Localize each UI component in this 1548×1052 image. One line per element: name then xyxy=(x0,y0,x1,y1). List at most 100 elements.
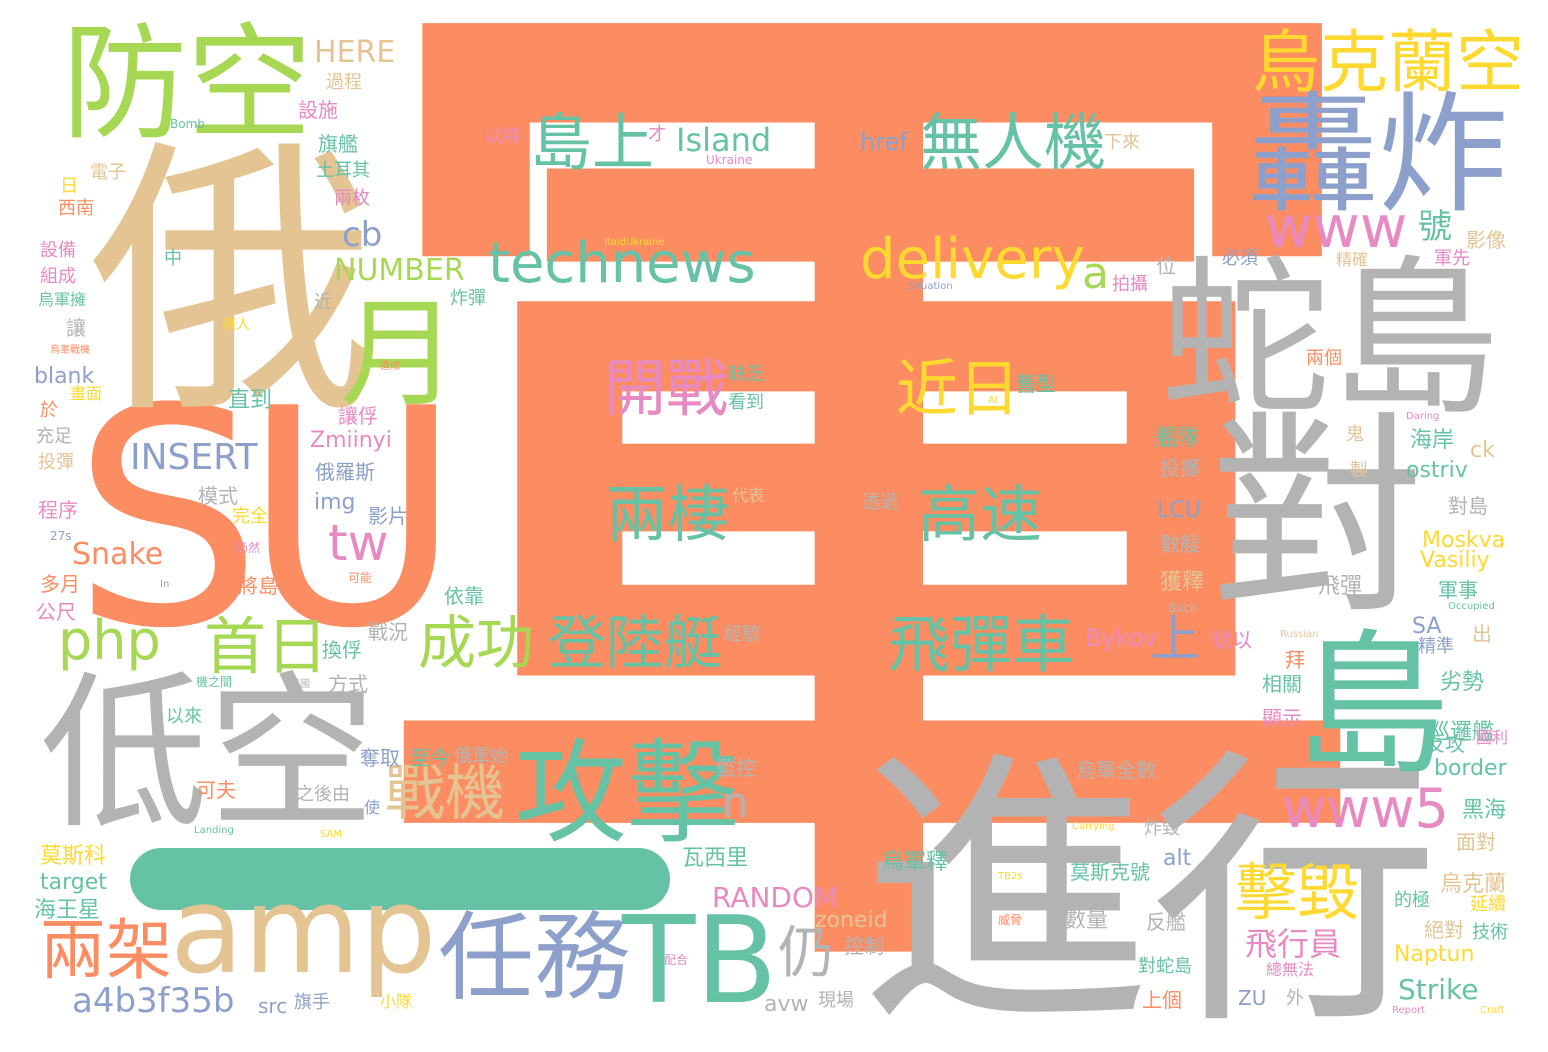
word-yilai: 以來 xyxy=(166,706,202,727)
word-eluosi: 俄羅斯 xyxy=(315,460,375,484)
word-haoyi: 號以 xyxy=(1212,628,1252,652)
word-ri: 日 xyxy=(60,176,78,197)
word-huanfu: 換俘 xyxy=(322,638,362,662)
word-tb2s: TB2s xyxy=(998,871,1023,882)
word-technews: technews xyxy=(488,231,756,296)
word-yingpian: 影片 xyxy=(368,504,408,528)
word-miandui: 面對 xyxy=(1456,830,1496,854)
word-paishe: 拍攝 xyxy=(1112,274,1148,295)
word-fanjian: 反艦 xyxy=(1146,910,1186,934)
word-landing: Landing xyxy=(194,825,234,836)
word-junshi: 軍事 xyxy=(1438,578,1478,602)
word-zhi: 製 xyxy=(1350,460,1368,481)
word-chongzu: 充足 xyxy=(36,426,72,447)
word-zhexiang: 這項 xyxy=(852,520,888,541)
word-zucheng: 組成 xyxy=(40,266,76,287)
word-island: Island xyxy=(676,121,772,159)
word-zhankuang: 戰況 xyxy=(368,620,408,644)
word-ck: ck xyxy=(1470,438,1495,463)
word-a4b3f35b: a4b3f35b xyxy=(72,981,235,1021)
word-feidanche: 飛彈車 xyxy=(888,608,1075,681)
word-jiankong: 監控 xyxy=(716,756,756,780)
word-jiuxing: 舊型 xyxy=(1016,372,1056,396)
word-dianzi: 電子 xyxy=(90,162,126,183)
word-shedao: 蛇島 xyxy=(1160,241,1501,439)
word-wai: 外 xyxy=(1286,988,1304,1009)
word-wuren: 無人 xyxy=(222,317,250,333)
word-27s: 27s xyxy=(50,529,72,543)
word-liangqi: 兩棲 xyxy=(606,478,731,551)
word-shangge: 上個 xyxy=(1142,988,1182,1012)
word-huoshi: 獲釋 xyxy=(1160,570,1205,595)
word-dao: 島 xyxy=(1295,615,1450,796)
word-xiangguan: 相關 xyxy=(1262,672,1302,696)
decorative-bar xyxy=(130,848,670,910)
word-fangshi: 方式 xyxy=(328,672,368,696)
word-cai: 才 xyxy=(648,124,666,145)
word-su: SU xyxy=(72,345,462,694)
word-tw: tw xyxy=(328,514,389,572)
word-chengxu: 程序 xyxy=(38,498,78,522)
word-www: www xyxy=(1265,193,1408,261)
word-chu: 出 xyxy=(1472,622,1492,646)
word-n: n xyxy=(722,778,749,827)
word-shuliang: 數量 xyxy=(1064,908,1109,933)
word-quefa: 缺乏 xyxy=(728,364,764,385)
word-kongzhi: 控制 xyxy=(844,934,884,958)
word-yikao: 依靠 xyxy=(444,584,484,608)
word-occupied: Occupied xyxy=(1448,601,1495,612)
word-jingque: 精確 xyxy=(1336,250,1369,269)
word-rang: 讓 xyxy=(66,316,86,340)
word-hao: 號 xyxy=(1418,207,1452,247)
word-liangge: 兩個 xyxy=(1306,348,1342,369)
word-shi: 使 xyxy=(364,798,381,817)
word-jin: 近 xyxy=(314,292,332,313)
word-number: NUMBER xyxy=(334,253,465,288)
word-jinri: 近日 xyxy=(896,352,1021,425)
word-gaosu: 高速 xyxy=(918,478,1043,551)
word-waxili: 瓦西里 xyxy=(682,846,749,871)
word-zmiinyi: Zmiinyi xyxy=(310,428,392,453)
word-in: In xyxy=(160,579,170,590)
word-dui: 對 xyxy=(1210,392,1425,643)
word-php: php xyxy=(58,609,161,672)
word-xianshi: 顯示 xyxy=(1262,706,1302,730)
word-daoshang: 島上 xyxy=(530,106,655,179)
word-naptun: Naptun xyxy=(1394,942,1475,967)
word-touzhi: 投擲 xyxy=(1160,456,1200,480)
word-zhahui: 炸毀 xyxy=(1144,818,1180,839)
word-zhixing: 執行 xyxy=(564,498,600,519)
word-shouri: 首日 xyxy=(204,610,329,683)
word-xianchang: 現場 xyxy=(818,990,854,1011)
word-jihui: 擊毀 xyxy=(1235,856,1360,929)
word-raidukraine: RaidUkraine xyxy=(604,237,665,248)
word-yanxu: 延續 xyxy=(1470,894,1506,915)
word-amp: amp xyxy=(170,862,437,1001)
word-wukelan: 烏克蘭 xyxy=(1440,872,1507,897)
word-wei: 位 xyxy=(1156,254,1176,278)
word-wujunyong: 烏軍擁 xyxy=(38,290,87,309)
word-carrying: Carrying xyxy=(1072,821,1115,832)
word-kaizhan: 開戰 xyxy=(604,352,729,425)
word-liangmei: 兩枚 xyxy=(334,188,370,209)
word-sa: SA xyxy=(1412,614,1442,639)
word-chenggong: 成功 xyxy=(418,609,535,677)
word-moskva: Moskva xyxy=(1422,528,1506,553)
word-renwu: 任務 xyxy=(438,902,630,1014)
word-snake: Snake xyxy=(72,537,164,572)
word-www5: www5 xyxy=(1282,777,1449,840)
word-lcu: LCU xyxy=(1157,498,1201,523)
word-dikong: 低空 xyxy=(40,656,376,852)
word-xiaodui: 小隊 xyxy=(380,992,413,1011)
word-xinan: 西南 xyxy=(58,198,94,219)
word-src: src xyxy=(258,994,288,1018)
word-shusou: 數艘 xyxy=(1160,532,1200,556)
word-alt: alt xyxy=(1163,846,1192,871)
word-ukraine: Ukraine xyxy=(706,153,753,167)
word-wujunquanshu: 烏軍全數 xyxy=(1076,758,1156,782)
word-situation: Situation xyxy=(908,281,953,292)
word-jinxing: 進行 xyxy=(860,726,1440,1052)
word-back: Back xyxy=(1168,601,1198,615)
word-guoli: 國利 xyxy=(1476,728,1509,747)
